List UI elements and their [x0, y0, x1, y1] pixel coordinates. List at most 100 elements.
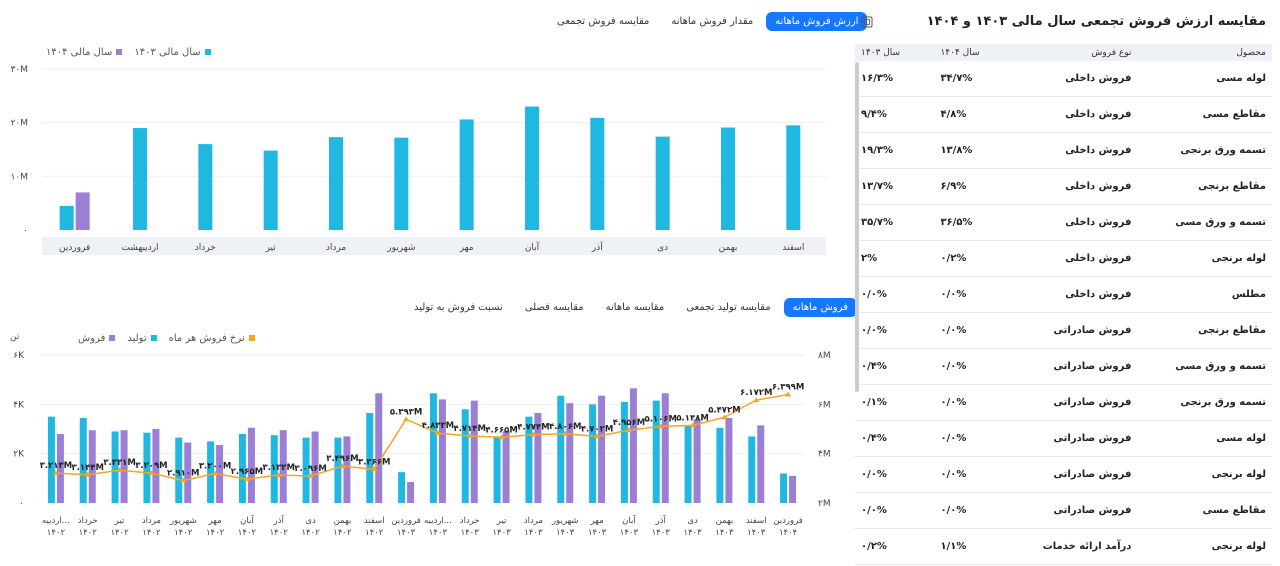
bar-production[interactable] [748, 436, 756, 503]
bar-sales[interactable] [693, 419, 701, 503]
bar-production[interactable] [79, 417, 87, 503]
tab-monthly-compare[interactable]: مقایسه ماهانه [605, 302, 665, 313]
table-row[interactable]: مطلس فروش داخلی ۰/۰% ۰/۰% [855, 276, 1272, 313]
rate-point[interactable] [148, 470, 155, 476]
rate-point[interactable] [625, 427, 632, 433]
bar-production[interactable] [207, 441, 215, 503]
bar-production[interactable] [780, 473, 788, 503]
tab-monthly-sales[interactable]: فروش ماهانه [783, 298, 857, 317]
rate-point[interactable] [466, 433, 473, 439]
table-row[interactable]: لوله مسی فروش صادراتی ۰/۰% ۰/۴% [855, 420, 1272, 457]
bar-1403[interactable] [59, 205, 74, 230]
bar-production[interactable] [557, 395, 565, 503]
rate-point[interactable] [403, 416, 410, 422]
rate-point[interactable] [721, 414, 728, 420]
bar-sales[interactable] [279, 430, 287, 503]
bar-sales[interactable] [120, 430, 128, 503]
bar-production[interactable] [175, 437, 183, 503]
table-row[interactable]: مقاطع مسی فروش صادراتی ۰/۰% ۰/۰% [855, 492, 1272, 529]
rate-point[interactable] [753, 397, 760, 403]
table-row[interactable]: تسمه ورق برنجی فروش صادراتی ۰/۰% ۰/۱% [855, 384, 1272, 421]
table-row[interactable]: لوله برنجی فروش صادراتی ۰/۰% ۰/۰% [855, 456, 1272, 493]
rate-point[interactable] [594, 433, 601, 439]
bar-sales[interactable] [247, 427, 255, 503]
table-row[interactable]: تسمه و ورق مسی فروش داخلی ۳۶/۵% ۳۵/۷% [855, 204, 1272, 241]
download-icon[interactable] [861, 16, 873, 28]
bar-sales[interactable] [470, 400, 478, 503]
tab-sales-to-production[interactable]: نسبت فروش به تولید [414, 302, 503, 313]
rate-point[interactable] [275, 472, 282, 478]
bar-sales[interactable] [311, 431, 319, 503]
bar-sales[interactable] [566, 403, 574, 503]
rate-point[interactable] [307, 472, 314, 478]
bar-sales[interactable] [343, 436, 351, 503]
bar-1403[interactable] [590, 117, 605, 230]
bar-sales[interactable] [184, 442, 192, 503]
bar-sales[interactable] [407, 482, 415, 503]
bar-sales[interactable] [629, 388, 637, 503]
rate-point[interactable] [562, 430, 569, 436]
rate-point[interactable] [84, 471, 91, 477]
bar-production[interactable] [238, 433, 246, 503]
table-row[interactable]: مقاطع برنجی فروش صادراتی ۰/۰% ۰/۰% [855, 312, 1272, 349]
legend-item-1403[interactable]: سال مالی ۱۴۰۳ [134, 47, 211, 58]
bar-1403[interactable] [133, 128, 147, 230]
bar-1403[interactable] [329, 137, 343, 230]
bar-production[interactable] [525, 416, 533, 503]
bar-production[interactable] [652, 400, 660, 503]
bar-sales[interactable] [725, 417, 733, 503]
rate-point[interactable] [689, 422, 696, 428]
bar-1403[interactable] [459, 119, 474, 230]
rate-point[interactable] [530, 431, 537, 437]
tab-monthly-sales-value[interactable]: ارزش فروش ماهانه [766, 12, 868, 31]
table-scrollbar[interactable] [855, 62, 859, 392]
header-product[interactable]: محصول [1137, 44, 1272, 61]
rate-point[interactable] [498, 434, 505, 440]
bar-sales[interactable] [661, 393, 669, 503]
bar-1403[interactable] [525, 106, 539, 230]
bar-1403[interactable] [394, 137, 409, 230]
bar-production[interactable] [620, 401, 628, 503]
bar-production[interactable] [366, 412, 374, 503]
bar-sales[interactable] [88, 430, 96, 503]
bar-production[interactable] [461, 409, 469, 503]
bar-production[interactable] [334, 437, 342, 503]
header-sale-type[interactable]: نوع فروش [1013, 44, 1138, 61]
bar-sales[interactable] [789, 475, 797, 503]
rate-point[interactable] [434, 430, 441, 436]
rate-point[interactable] [116, 467, 123, 473]
bar-sales[interactable] [757, 425, 765, 503]
bar-production[interactable] [398, 472, 406, 503]
rate-point[interactable] [371, 466, 378, 472]
rate-point[interactable] [785, 391, 792, 397]
legend-item-rate[interactable]: نرخ فروش هر ماه [169, 333, 255, 344]
bar-1404[interactable] [75, 192, 90, 230]
table-row[interactable]: مقاطع برنجی فروش داخلی ۶/۹% ۱۳/۷% [855, 168, 1272, 205]
tab-quarterly[interactable]: مقایسه فصلی [524, 302, 584, 313]
bar-sales[interactable] [375, 393, 383, 503]
bar-1403[interactable] [198, 144, 213, 230]
table-row[interactable]: لوله برنجی فروش داخلی ۰/۲% ۲% [855, 240, 1272, 277]
bar-production[interactable] [143, 432, 151, 503]
table-row[interactable]: تسمه ورق برنجی فروش داخلی ۱۳/۸% ۱۹/۳% [855, 132, 1272, 169]
rate-point[interactable] [212, 470, 219, 476]
bar-sales[interactable] [56, 433, 64, 503]
rate-point[interactable] [180, 477, 187, 483]
tab-cumulative-sales[interactable]: مقایسه فروش تجمعی [557, 16, 650, 27]
rate-point[interactable] [339, 463, 346, 469]
bar-1403[interactable] [786, 125, 801, 230]
bar-sales[interactable] [502, 431, 510, 503]
bar-production[interactable] [716, 427, 724, 503]
bar-production[interactable] [684, 425, 692, 503]
bar-sales[interactable] [598, 395, 606, 503]
legend-item-1404[interactable]: سال مالی ۱۴۰۴ [46, 47, 123, 58]
rate-point[interactable] [243, 476, 250, 482]
rate-point[interactable] [52, 470, 59, 476]
table-row[interactable]: مقاطع مسی فروش داخلی ۴/۸% ۹/۴% [855, 96, 1272, 133]
bar-production[interactable] [589, 404, 597, 503]
bar-sales[interactable] [438, 399, 446, 503]
tab-monthly-sales-quantity[interactable]: مقدار فروش ماهانه [671, 16, 754, 27]
bar-production[interactable] [302, 437, 310, 503]
bar-1403[interactable] [263, 150, 278, 230]
table-row[interactable]: لوله برنجی درآمد ارائه خدمات ۱/۱% ۰/۲% [855, 528, 1272, 565]
